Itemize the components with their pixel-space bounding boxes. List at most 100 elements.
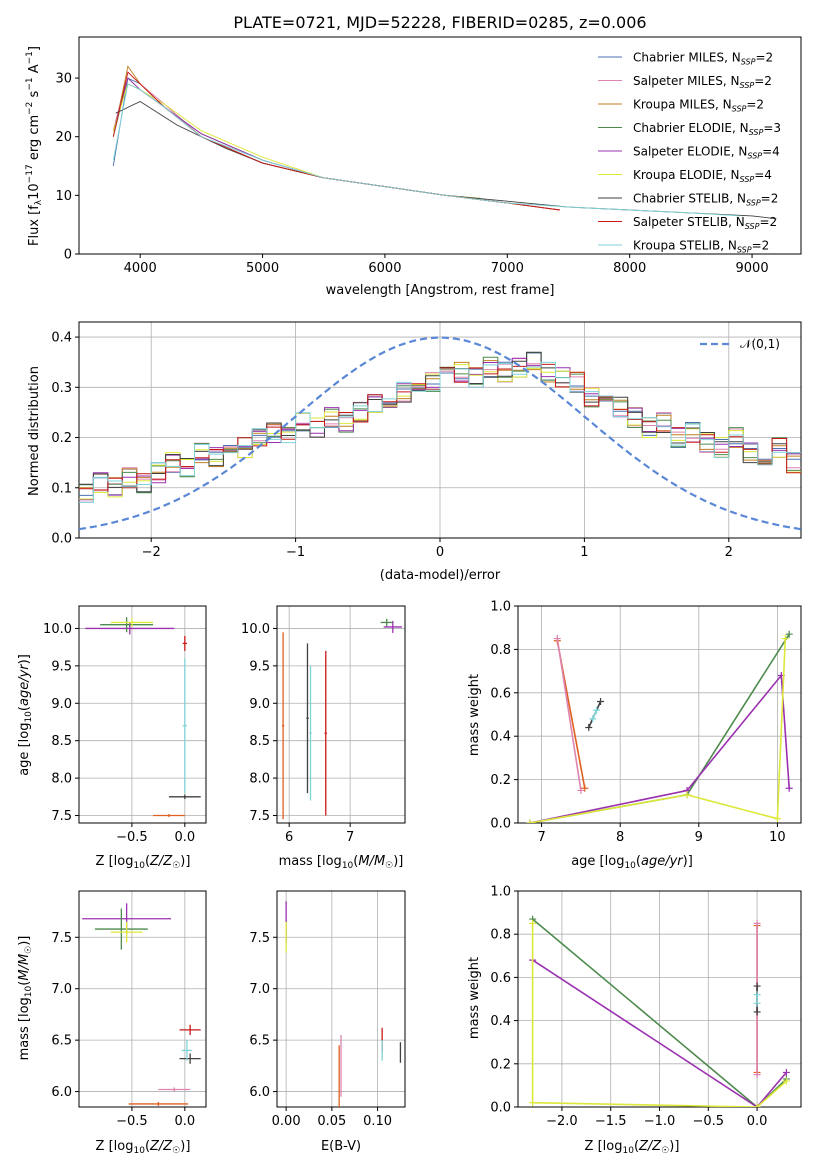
x-tick-label-0: 6 (285, 830, 293, 845)
errorbar-group (285, 901, 402, 1107)
massweight-marker (753, 991, 761, 999)
y-tick-label-0: 0 (64, 248, 72, 263)
y-tick-label-3: 0.6 (490, 686, 511, 701)
p3-xlabel: Z [log10(Z/Z☉)] (96, 854, 191, 871)
errorbar-point-3 (182, 635, 187, 651)
legend-label-6: Chabrier STELIB, NSSP=2 (633, 192, 778, 208)
x-tick-label-2: 9 (695, 830, 703, 845)
normal-legend-label: 𝒩(0,1) (740, 337, 780, 351)
y-tick-label-1: 6.5 (249, 1034, 270, 1049)
p2-ylabel: Normed distribution (27, 366, 42, 496)
massweight-lines (529, 915, 790, 1107)
errorbar-point-5 (306, 643, 309, 794)
errorbar-point-7 (128, 1101, 189, 1106)
errorbar-point-4 (179, 1053, 201, 1064)
y-tick-label-0: 6.0 (249, 1085, 270, 1100)
x-tick-label-3: 7000 (491, 261, 524, 276)
massweight-marker (773, 815, 781, 823)
errorbar-point-2 (110, 617, 154, 627)
massweight-marker (753, 1008, 761, 1016)
errorbar-point-5 (153, 814, 185, 818)
massweight-marker (597, 697, 605, 705)
y-tick-label-1: 0.2 (490, 773, 511, 788)
legend-label-4: Salpeter ELODIE, NSSP=4 (633, 145, 780, 161)
p8-ylabel: mass weight (467, 957, 482, 1039)
mass-age-panel: 6 7 7.5 8.0 8.5 9.0 9.5 10.0 (241, 605, 406, 845)
massweight-series-6 (591, 709, 598, 720)
massweight-marker (785, 630, 793, 638)
y-tick-label-5: 10.0 (43, 622, 72, 637)
residual-histogram-panel: −2 −1 0 1 2 0.0 0.1 0.2 0.3 0.4 𝒩(0,1) (51, 321, 802, 560)
errorbar-point-5 (181, 1040, 193, 1061)
y-tick-label-2: 0.4 (490, 1014, 511, 1029)
x-tick-label-1: 0.05 (317, 1114, 346, 1129)
errorbar-group (82, 903, 201, 1106)
z-age-panel: −0.5 0.0 7.5 8.0 8.5 9.0 9.5 10.0 (43, 605, 207, 845)
spectrum-panel: 4000 5000 6000 7000 8000 9000 0 10 20 30 Chabrier … (55, 36, 802, 276)
errorbar-group (281, 618, 402, 820)
x-tick-label-1: 8 (616, 830, 624, 845)
errorbar-point-3 (179, 1024, 201, 1035)
y-tick-label-2: 8.5 (249, 734, 270, 749)
y-tick-label-2: 0.2 (51, 431, 72, 446)
massweight-marker (553, 635, 561, 643)
massweight-series-0 (532, 918, 787, 1107)
errorbar-point-1 (100, 617, 154, 633)
y-tick-label-1: 0.2 (490, 1057, 511, 1072)
histogram-8 (79, 361, 801, 503)
x-tick-label-2: 6000 (368, 261, 401, 276)
y-tick-label-4: 0.8 (490, 928, 511, 943)
y-tick-label-1: 0.1 (51, 481, 72, 496)
axes-frame (78, 605, 207, 824)
x-tick-label-0: −2 (142, 545, 161, 560)
massweight-series-1 (529, 673, 790, 823)
errorbar-point-1 (380, 618, 393, 627)
y-tick-label-2: 0.4 (490, 730, 511, 745)
y-tick-label-4: 0.4 (51, 331, 72, 346)
y-tick-label-3: 30 (55, 72, 72, 87)
axes-frame (276, 890, 406, 1108)
x-tick-label-0: 0.00 (272, 1114, 301, 1129)
massweight-series-2 (529, 638, 787, 823)
x-tick-label-4: 0.0 (747, 1114, 768, 1129)
errorbar-point-2 (110, 921, 143, 943)
p5-ylabel: mass weight (467, 674, 482, 756)
y-tick-label-0: 0.0 (51, 532, 72, 547)
spectrum-series-7 (112, 71, 560, 211)
y-tick-label-2: 7.0 (249, 982, 270, 997)
x-tick-label-1: 7 (346, 830, 354, 845)
massweight-marker (593, 706, 601, 714)
spectrum-series-2 (112, 65, 560, 211)
legend-label-7: Salpeter STELIB, NSSP=2 (633, 215, 777, 231)
axes-frame (276, 605, 406, 824)
x-tick-label-2: 0.10 (363, 1114, 392, 1129)
y-tick-label-4: 9.5 (249, 659, 270, 674)
massweight-marker (753, 919, 761, 927)
x-tick-label-3: 1 (580, 545, 588, 560)
massweight-series-1 (532, 959, 788, 1107)
y-tick-label-4: 9.5 (51, 659, 72, 674)
x-tick-label-2: −1.0 (644, 1114, 676, 1129)
massweight-marker (585, 724, 593, 732)
errorbar-point-1 (94, 908, 148, 950)
errorbar-point-2 (281, 632, 285, 820)
y-tick-label-0: 0.0 (490, 1101, 511, 1116)
massweight-marker (753, 982, 761, 990)
y-tick-label-5: 10.0 (241, 622, 270, 637)
axes-frame (78, 890, 207, 1108)
spectrum-legend: Chabrier MILES, NSSP=2 Salpeter MILES, NS… (598, 51, 781, 255)
spectrum-series-5 (112, 83, 481, 199)
p2-xlabel: (data-model)/error (380, 568, 501, 583)
z-mass-panel: −0.5 0.0 6.0 6.5 7.0 7.5 (51, 890, 207, 1129)
x-tick-label-0: −0.5 (116, 1114, 148, 1129)
y-tick-label-3: 0.6 (490, 971, 511, 986)
axes-frame (517, 605, 802, 824)
p6-xlabel: Z [log10(Z/Z☉)] (96, 1139, 191, 1156)
spectrum-lines (112, 65, 777, 220)
errorbar-group (85, 617, 201, 818)
x-tick-label-0: −0.5 (116, 830, 148, 845)
p6-ylabel: mass [log10(M/M☉)] (17, 936, 34, 1061)
y-tick-label-3: 9.0 (249, 697, 270, 712)
errorbar-point-4 (309, 665, 312, 801)
massweight-series-4 (556, 638, 582, 791)
